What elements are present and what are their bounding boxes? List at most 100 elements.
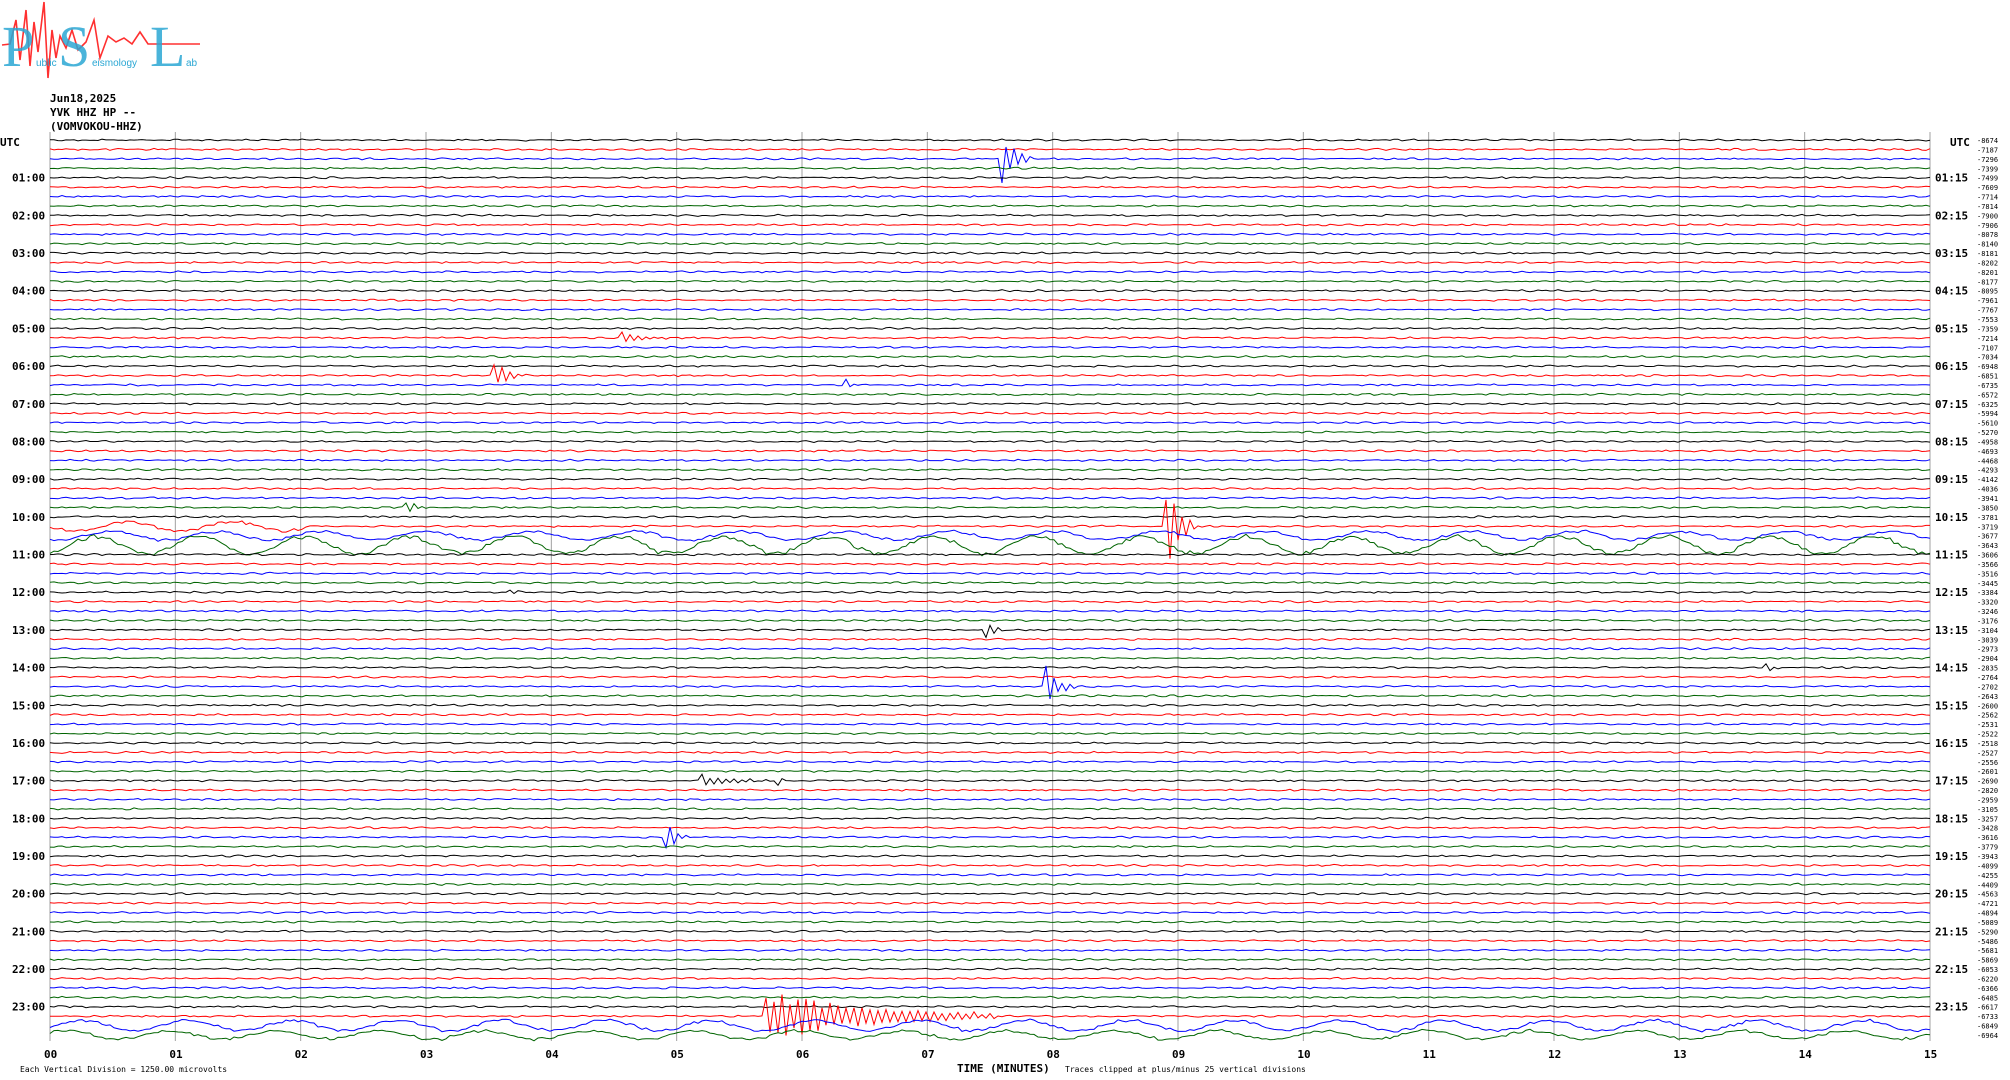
trace-offset-label-20: -7359 [1977, 325, 1998, 333]
left-time-label-3: 04:00 [12, 285, 45, 298]
trace-offset-label-55: -2904 [1977, 655, 1998, 663]
left-time-label-10: 11:00 [12, 549, 45, 562]
trace-offset-label-12: -8181 [1977, 250, 1998, 258]
trace-36 [49, 477, 1930, 481]
trace-15 [50, 279, 1931, 283]
trace-offset-label-1: -7187 [1977, 146, 1998, 154]
trace-82 [49, 910, 1931, 915]
trace-offset-label-32: -4958 [1977, 438, 1998, 446]
trace-offset-label-37: -4036 [1977, 486, 1998, 494]
x-tick-label-12: 12 [1548, 1048, 1561, 1061]
right-time-labels: 01:15 02:15 03:15 04:15 05:15 06:15 07:15 08:15… [1935, 172, 1968, 1014]
trace-72 [49, 816, 1931, 820]
left-time-label-16: 17:00 [12, 775, 45, 788]
trace-offset-label-92: -6617 [1977, 1004, 1998, 1012]
trace-offset-label-41: -3719 [1977, 523, 1998, 531]
trace-48 [49, 589, 1931, 595]
left-time-label-15: 16:00 [12, 737, 45, 750]
trace-41 [49, 499, 1930, 559]
trace-34 [49, 458, 1931, 462]
left-time-label-20: 21:00 [12, 925, 45, 938]
trace-28 [49, 402, 1931, 406]
trace-77 [49, 863, 1931, 868]
trace-offset-label-22: -7107 [1977, 344, 1998, 352]
trace-89 [49, 976, 1931, 981]
trace-offset-label-91: -6485 [1977, 994, 1998, 1002]
trace-19 [49, 317, 1931, 321]
trace-offset-labels: -8674-7187 -7296-7399 -7499-7609 -7714-7814… [1977, 137, 1998, 1040]
x-tick-label-6: 06 [796, 1048, 810, 1061]
trace-offset-label-71: -3105 [1977, 806, 1998, 814]
trace-offset-label-66: -2556 [1977, 759, 1998, 767]
trace-offset-label-4: -7499 [1977, 175, 1998, 183]
minute-grid [49, 132, 1931, 1041]
trace-68 [49, 773, 1931, 787]
trace-offset-label-86: -5681 [1977, 947, 1998, 955]
psl-logo: P S L ublic eismology ab [1, 1, 200, 79]
trace-offset-label-51: -3176 [1977, 617, 1998, 625]
right-axis-label: UTC [1950, 136, 1970, 149]
trace-offset-label-80: -4563 [1977, 891, 1998, 899]
trace-offset-label-53: -3039 [1977, 636, 1998, 644]
trace-58 [49, 665, 1931, 699]
trace-offset-label-65: -2527 [1977, 749, 1998, 757]
trace-offset-label-6: -7714 [1977, 194, 1998, 202]
trace-offset-label-81: -4721 [1977, 900, 1998, 908]
footer-right-note: Traces clipped at plus/minus 25 vertical… [1065, 1065, 1306, 1074]
trace-7 [49, 204, 1931, 208]
left-time-label-13: 14:00 [12, 662, 45, 675]
trace-85 [49, 939, 1931, 943]
trace-49 [49, 600, 1931, 604]
trace-offset-label-70: -2959 [1977, 796, 1998, 804]
left-time-label-4: 05:00 [12, 322, 45, 335]
trace-offset-label-5: -7609 [1977, 184, 1998, 192]
x-tick-label-5: 05 [671, 1048, 684, 1061]
trace-18 [49, 307, 1931, 312]
right-time-label-12: 13:15 [1935, 624, 1968, 637]
trace-70 [49, 797, 1931, 802]
right-time-label-14: 15:15 [1935, 699, 1968, 712]
trace-64 [49, 741, 1931, 745]
trace-offset-label-94: -6849 [1977, 1023, 1998, 1031]
trace-offset-label-36: -4142 [1977, 476, 1998, 484]
trace-50 [49, 609, 1931, 613]
trace-group [49, 138, 1931, 1042]
trace-offset-label-82: -4894 [1977, 910, 1998, 918]
right-time-label-7: 08:15 [1935, 435, 1968, 448]
left-time-label-18: 19:00 [12, 850, 45, 863]
trace-offset-label-76: -3943 [1977, 853, 1998, 861]
left-time-label-5: 06:00 [12, 360, 45, 373]
trace-69 [49, 788, 1931, 792]
right-time-label-17: 18:15 [1935, 812, 1968, 825]
trace-offset-label-59: -2643 [1977, 693, 1998, 701]
trace-62 [49, 722, 1931, 726]
x-tick-label-3: 03 [420, 1048, 433, 1061]
left-time-label-0: 01:00 [12, 172, 45, 185]
right-time-label-18: 19:15 [1935, 850, 1968, 863]
trace-55 [49, 656, 1931, 660]
x-tick-label-10: 10 [1297, 1048, 1310, 1061]
trace-offset-label-10: -8078 [1977, 231, 1998, 239]
trace-3 [49, 166, 1931, 170]
trace-16 [49, 289, 1931, 293]
trace-offset-label-28: -6325 [1977, 401, 1998, 409]
trace-54 [49, 647, 1931, 651]
right-time-label-8: 09:15 [1935, 473, 1968, 486]
trace-38 [49, 496, 1931, 500]
trace-81 [49, 901, 1931, 905]
left-time-label-2: 03:00 [12, 247, 45, 260]
trace-4 [49, 176, 1931, 180]
trace-8 [49, 213, 1931, 217]
trace-73 [49, 826, 1931, 830]
trace-63 [49, 731, 1931, 736]
trace-1 [49, 147, 1931, 152]
right-time-label-10: 11:15 [1935, 549, 1968, 562]
right-time-label-16: 17:15 [1935, 775, 1968, 788]
trace-offset-label-89: -6220 [1977, 975, 1998, 983]
trace-offset-label-8: -7900 [1977, 212, 1998, 220]
right-time-label-20: 21:15 [1935, 925, 1968, 938]
trace-offset-label-48: -3384 [1977, 589, 1998, 597]
trace-offset-label-35: -4293 [1977, 467, 1998, 475]
trace-offset-label-40: -3781 [1977, 514, 1998, 522]
logo-letter-l: L [150, 14, 185, 79]
